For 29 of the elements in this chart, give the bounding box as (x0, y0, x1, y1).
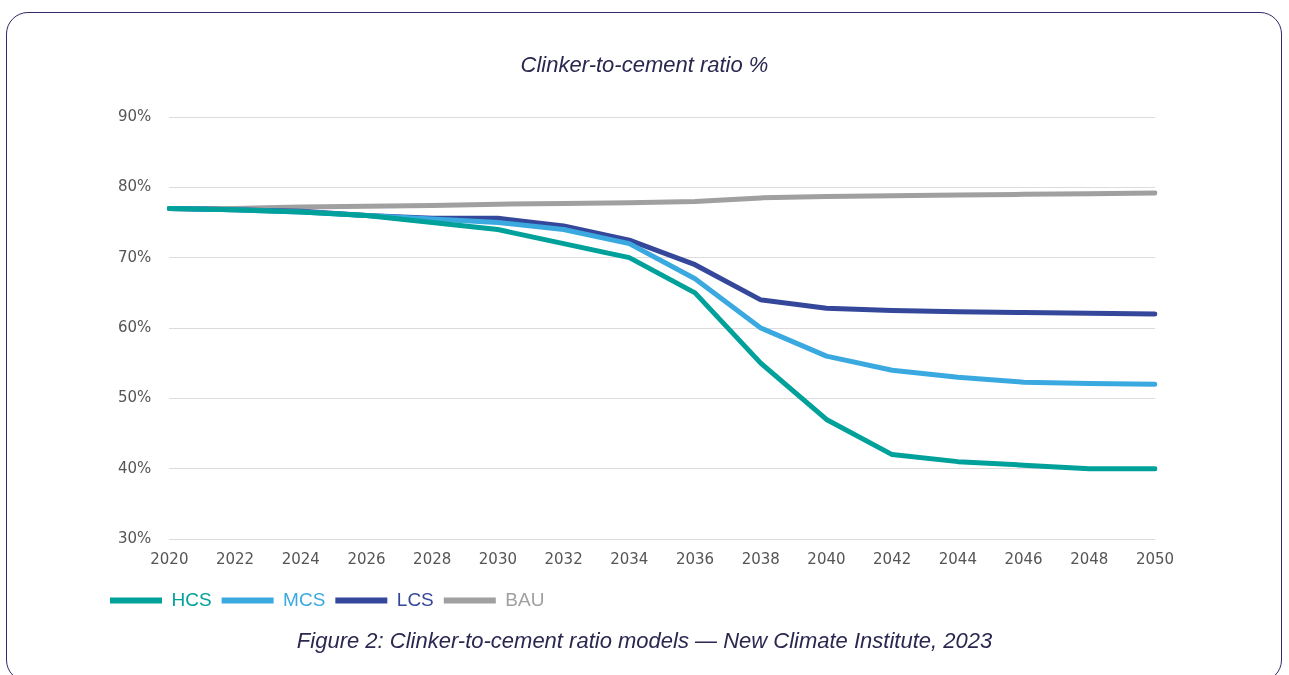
legend-label: LCS (396, 588, 434, 610)
x-tick-label: 2050 (1135, 549, 1175, 568)
x-tick-label: 2036 (675, 549, 715, 568)
x-tick-label: 2030 (478, 549, 517, 568)
y-tick-label: 70% (118, 247, 152, 266)
y-tick-label: 80% (118, 177, 152, 196)
y-tick-label: 50% (118, 388, 152, 407)
y-tick-label: 40% (118, 458, 152, 477)
legend-label: HCS (171, 588, 212, 610)
x-tick-label: 2024 (281, 549, 320, 568)
chart-title: Clinker-to-cement ratio % (519, 52, 770, 78)
x-tick-label: 2028 (413, 549, 452, 568)
x-tick-label: 2020 (150, 549, 189, 568)
x-tick-label: 2032 (544, 549, 583, 568)
legend-label: BAU (505, 588, 545, 610)
x-tick-label: 2044 (938, 549, 977, 568)
x-tick-label: 2040 (807, 549, 846, 568)
x-tick-label: 2038 (741, 549, 780, 568)
y-tick-label: 90% (118, 106, 152, 125)
legend-label: MCS (283, 588, 326, 610)
x-tick-label: 2048 (1070, 549, 1109, 568)
y-tick-label: 60% (118, 317, 152, 336)
x-tick-label: 2042 (873, 549, 912, 568)
x-tick-label: 2026 (347, 549, 386, 568)
caption: Figure 2: Clinker-to-cement ratio models — New Climate Institute, 2023 (295, 628, 994, 654)
x-tick-label: 2022 (215, 549, 255, 568)
x-tick-label: 2034 (610, 549, 649, 568)
x-tick-label: 2046 (1004, 549, 1043, 568)
y-tick-label: 30% (118, 528, 152, 547)
